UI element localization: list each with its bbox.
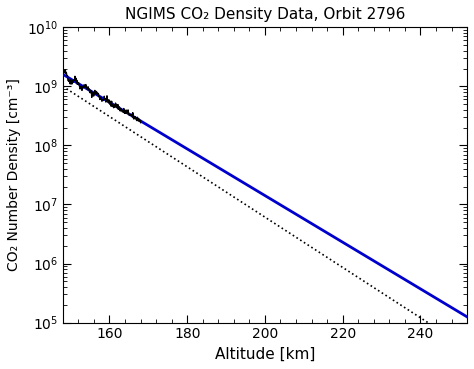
Y-axis label: CO₂ Number Density [cm⁻³]: CO₂ Number Density [cm⁻³]	[7, 79, 21, 271]
X-axis label: Altitude [km]: Altitude [km]	[215, 347, 315, 362]
Title: NGIMS CO₂ Density Data, Orbit 2796: NGIMS CO₂ Density Data, Orbit 2796	[125, 7, 405, 22]
